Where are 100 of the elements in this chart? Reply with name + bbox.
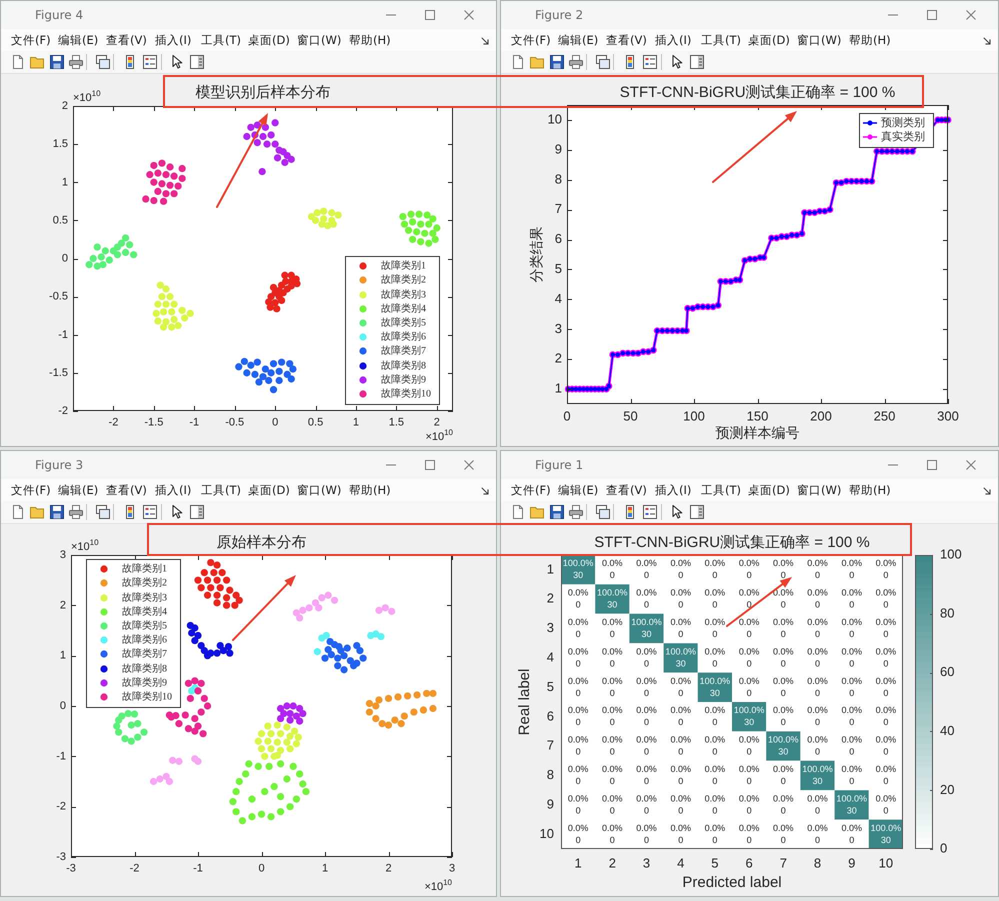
point [162, 300, 170, 308]
point [126, 241, 134, 248]
point [124, 710, 132, 718]
data-label: 0.0% 0 [807, 676, 828, 698]
y-tick-label: 0.5 [52, 214, 68, 226]
point [166, 163, 174, 171]
point [210, 569, 218, 576]
legend-label: 故障类别7 [122, 648, 167, 660]
text: 桌面(D) [748, 483, 790, 498]
data-label: 0.0% 0 [807, 734, 828, 757]
point [188, 629, 196, 637]
point [191, 714, 198, 722]
y-tick-label: 1 [60, 650, 66, 662]
x-tick-label: -2 [108, 416, 118, 429]
data-label: 0.0% 0 [636, 822, 657, 845]
chart-title: STFT-CNN-BiGRU测试集正确率 = 100 % [620, 84, 896, 102]
data-label: 0.0% 0 [773, 822, 794, 845]
point [238, 817, 246, 824]
data-label: 0.0% 0 [738, 646, 760, 668]
point [324, 646, 332, 654]
point [372, 702, 380, 710]
legend-label: 故障类别9 [122, 676, 167, 689]
text: 查看(V) [606, 483, 647, 498]
legend-label: 故障类别8 [122, 662, 167, 675]
point [330, 596, 338, 604]
data-label: 0.0% 0 [670, 705, 691, 728]
data-label: 0.0% 0 [738, 734, 760, 757]
point [267, 131, 275, 139]
point [162, 171, 170, 178]
text: 文件(F) [511, 483, 551, 498]
x-tick-label: -1.5 [144, 416, 164, 429]
text: 桌面(D) [248, 483, 290, 498]
data-label: 0.0% 0 [602, 676, 623, 698]
y-tick-label: 3 [60, 549, 66, 562]
y-tick-label: -0.5 [49, 290, 68, 303]
data-label: 0.0% 0 [670, 558, 691, 580]
point [318, 594, 326, 602]
point [198, 680, 205, 687]
legend-label: 故障类别5 [381, 316, 426, 329]
point [158, 160, 166, 167]
y-tick-label: 8 [554, 171, 562, 186]
point [267, 813, 275, 820]
point [263, 140, 271, 148]
point [236, 778, 243, 786]
point [312, 216, 320, 224]
data-label: 0.0% 0 [807, 793, 828, 816]
point [267, 730, 275, 738]
data-label: 0.0% 0 [876, 793, 896, 816]
point [156, 282, 164, 289]
point [400, 220, 408, 228]
data-label: 0.0% 0 [773, 646, 794, 668]
data-label: 0.0% 0 [704, 616, 726, 639]
y-tick-label: 0 [60, 700, 66, 712]
point [314, 648, 321, 656]
data-label: 0.0% 0 [568, 676, 588, 698]
point [288, 156, 295, 163]
point [115, 728, 122, 736]
legend-label: 故障类别2 [122, 576, 167, 589]
legend-label: 故障类别3 [381, 288, 426, 301]
data-label: 100.0% 30 [631, 616, 662, 639]
text: 文件(F) [11, 33, 51, 48]
point [384, 722, 392, 729]
point [245, 760, 252, 768]
point [162, 285, 170, 293]
data-label: 0.0% 0 [704, 793, 726, 816]
text: 插入(I) [655, 483, 692, 498]
legend-label: 故障类别4 [381, 302, 426, 315]
text: 查看(V) [606, 33, 647, 48]
point [265, 376, 272, 384]
point [318, 220, 326, 228]
data-label: 0.0% 0 [773, 558, 794, 580]
data-label: 0.0% 0 [841, 558, 862, 580]
y-tick-label: 1 [62, 176, 68, 188]
point [270, 284, 278, 292]
point [340, 666, 348, 674]
data-label: 0.0% 0 [773, 764, 794, 786]
text: 工具(T) [201, 483, 241, 498]
data-label: 0.0% 0 [670, 793, 691, 816]
point [94, 262, 101, 270]
data-label: 0.0% 0 [738, 676, 760, 698]
point [229, 798, 237, 806]
y-tick-label: 3 [546, 620, 554, 636]
point [154, 170, 162, 177]
point [243, 132, 250, 140]
point [299, 780, 306, 788]
data-label: 0.0% 0 [704, 822, 726, 845]
point [404, 226, 412, 234]
point [429, 215, 436, 222]
x-tick-label: 250 [874, 408, 896, 424]
point [184, 725, 192, 732]
point [283, 775, 290, 783]
point [276, 760, 284, 768]
point [128, 738, 135, 745]
text: 插入(I) [155, 483, 192, 498]
data-label: 0.0% 0 [807, 705, 828, 728]
data-label: 100.0% 30 [700, 676, 730, 698]
text: 工具(T) [701, 483, 741, 498]
point [267, 745, 275, 752]
point [330, 220, 337, 228]
data-label: 0.0% 0 [636, 646, 657, 668]
